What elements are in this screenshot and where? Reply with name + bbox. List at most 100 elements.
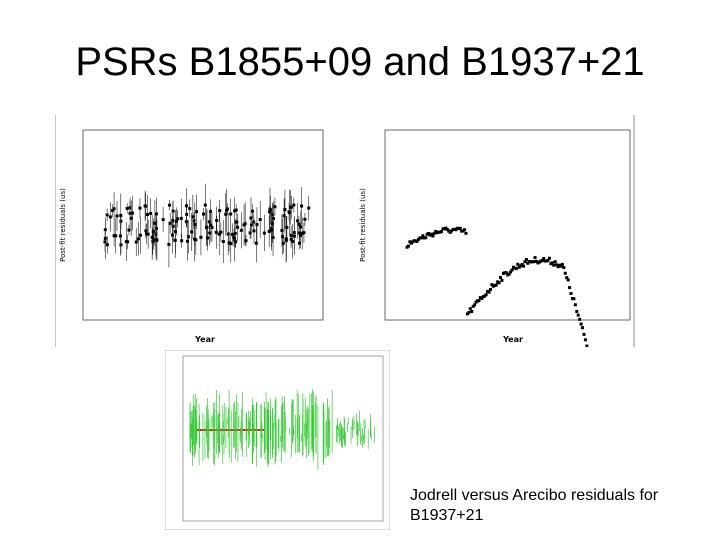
point <box>236 225 240 229</box>
point <box>207 220 211 224</box>
point <box>302 231 306 235</box>
point <box>533 256 537 260</box>
point <box>145 232 149 236</box>
point <box>419 236 423 240</box>
point <box>578 317 582 321</box>
point <box>576 313 580 317</box>
point <box>273 205 277 209</box>
point <box>225 209 229 213</box>
point <box>184 204 188 208</box>
point <box>488 288 492 292</box>
point <box>258 217 262 221</box>
point <box>429 232 433 236</box>
slide-title: PSRs B1855+09 and B1937+21 <box>75 40 645 84</box>
point <box>111 208 115 212</box>
point <box>210 225 214 229</box>
point <box>468 307 472 311</box>
point <box>471 304 475 308</box>
point <box>129 216 133 220</box>
point <box>579 322 583 326</box>
point <box>510 268 514 272</box>
point <box>283 208 287 212</box>
point <box>450 229 454 233</box>
point <box>300 231 304 235</box>
point <box>424 236 428 240</box>
point <box>214 230 218 234</box>
point <box>151 229 155 233</box>
x-label: Year <box>194 335 215 344</box>
point <box>463 228 467 232</box>
point <box>208 231 212 235</box>
point <box>203 203 207 207</box>
left-plot: Year Post-fit residuals (us) <box>55 115 330 347</box>
point <box>115 214 119 218</box>
point <box>185 239 189 243</box>
point <box>193 222 197 226</box>
point <box>562 266 566 270</box>
point <box>192 219 196 223</box>
point <box>150 235 154 239</box>
point <box>504 271 508 275</box>
point <box>507 272 511 276</box>
point <box>297 231 301 235</box>
point <box>494 283 498 287</box>
point <box>575 309 579 313</box>
point <box>547 256 551 260</box>
point <box>300 204 304 208</box>
point <box>124 240 128 244</box>
point <box>155 238 159 242</box>
point <box>552 263 556 267</box>
point <box>573 303 577 307</box>
point <box>134 240 138 244</box>
point <box>108 215 112 219</box>
point <box>128 206 132 210</box>
point <box>125 206 129 210</box>
point <box>509 270 513 274</box>
point <box>585 344 589 347</box>
point <box>281 235 285 239</box>
point <box>542 256 546 260</box>
point <box>532 260 536 264</box>
point <box>406 244 410 248</box>
point <box>269 228 273 232</box>
point <box>186 235 190 239</box>
point <box>270 222 274 226</box>
point <box>560 262 564 266</box>
point <box>553 260 557 264</box>
point <box>244 239 248 243</box>
point <box>291 239 295 243</box>
point <box>138 233 142 237</box>
point <box>487 290 491 294</box>
point <box>233 238 237 242</box>
point <box>470 309 474 313</box>
point <box>522 264 526 268</box>
point <box>103 236 107 240</box>
point <box>234 240 238 244</box>
caption: Jodrell versus Arecibo residuals for B19… <box>410 487 659 524</box>
point <box>582 332 586 336</box>
point <box>292 234 296 238</box>
point <box>303 217 307 221</box>
point <box>556 265 560 269</box>
point <box>206 236 210 240</box>
point <box>566 278 570 282</box>
point <box>464 231 468 235</box>
point <box>550 261 554 265</box>
point <box>458 226 462 230</box>
point <box>540 258 544 262</box>
point <box>248 231 252 235</box>
point <box>180 239 184 243</box>
point <box>583 338 587 342</box>
plot-frame <box>384 129 631 321</box>
point <box>289 237 293 241</box>
point <box>191 215 195 219</box>
point <box>432 231 436 235</box>
point <box>230 232 234 236</box>
point <box>516 262 520 266</box>
point <box>234 208 238 212</box>
point <box>194 238 198 242</box>
point <box>146 232 150 236</box>
point <box>282 214 286 218</box>
point <box>171 224 175 228</box>
